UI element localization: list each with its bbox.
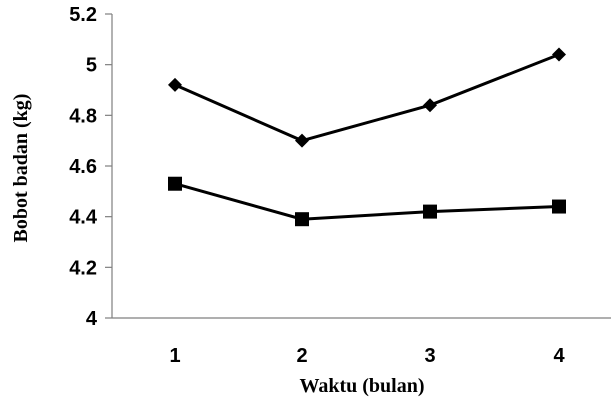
x-tick-label: 4 (553, 345, 565, 367)
y-tick-label: 5.2 (69, 4, 97, 26)
series-line (174, 53, 560, 143)
y-tick-label: 4 (86, 308, 98, 330)
data-point-diamond (295, 133, 309, 148)
data-point-diamond (168, 77, 182, 92)
x-axis-ticks: 1 2 3 4 (169, 345, 565, 367)
data-point-diamond (423, 98, 437, 113)
y-tick-label: 4.4 (69, 207, 98, 229)
y-axis-ticks: 4 4.2 4.4 4.6 4.8 5 5.2 (69, 4, 112, 330)
y-axis-title: Bobot badan (kg) (10, 94, 32, 243)
series-1 (168, 47, 566, 148)
chart-axes (111, 14, 611, 319)
y-tick-label: 4.8 (69, 105, 97, 127)
data-point-square (423, 204, 437, 219)
series-2 (168, 176, 566, 227)
data-point-diamond (552, 47, 566, 62)
series-layer (168, 47, 566, 227)
x-tick-label: 3 (424, 345, 435, 367)
x-axis-title: Waktu (bulan) (299, 375, 424, 397)
y-tick-label: 4.6 (69, 156, 97, 178)
data-point-square (168, 176, 182, 191)
series-line (174, 182, 560, 221)
x-tick-label: 2 (296, 345, 307, 367)
x-tick-label: 1 (169, 345, 180, 367)
y-tick-label: 4.2 (69, 257, 97, 279)
data-point-square (295, 212, 309, 227)
data-point-square (552, 199, 566, 214)
y-tick-label: 5 (86, 55, 97, 77)
